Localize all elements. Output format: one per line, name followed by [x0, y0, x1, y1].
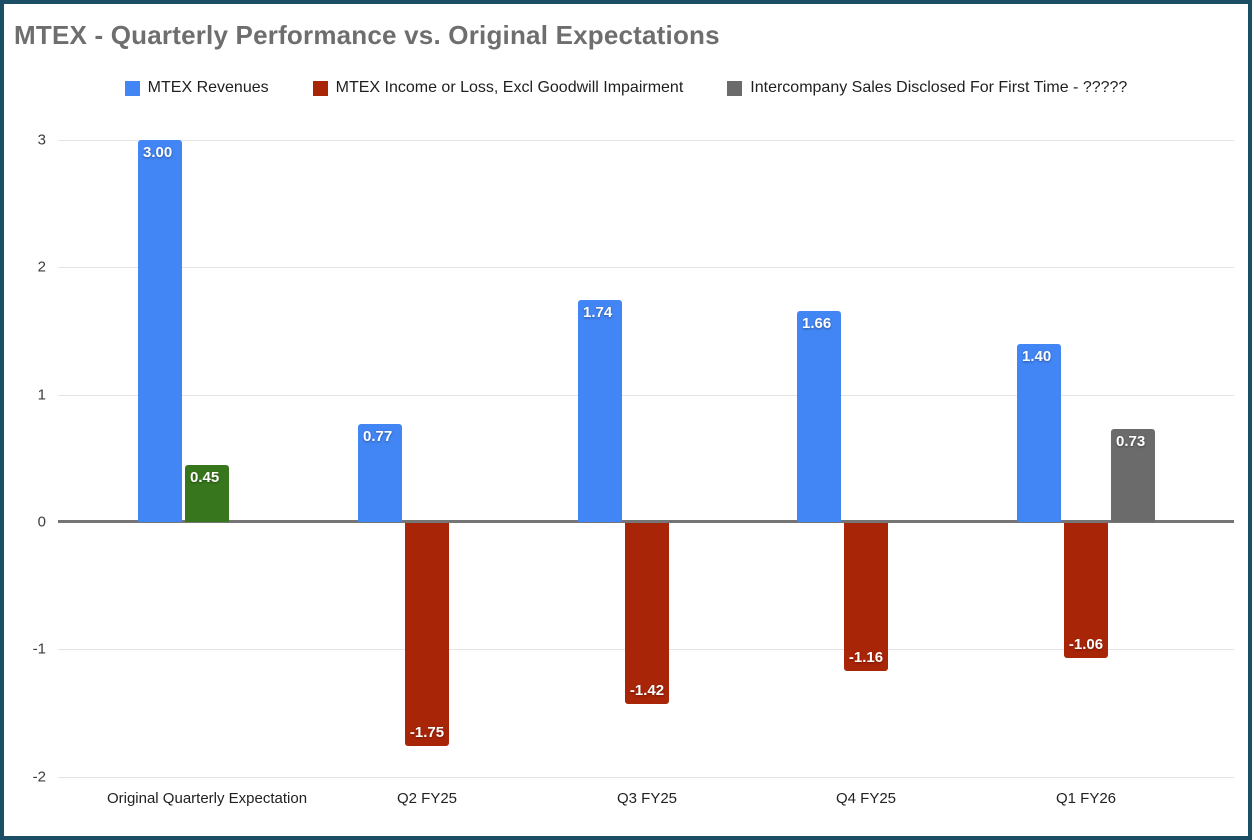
bar-value-label: -1.42 [629, 682, 665, 699]
legend-item-mtex-income[interactable]: MTEX Income or Loss, Excl Goodwill Impai… [312, 79, 684, 97]
bar-intercompany-sales-q1-fy26[interactable]: 0.73 [1111, 429, 1155, 522]
y-axis-tick-label: 2 [37, 258, 46, 276]
bar-mtex-revenues-q2-fy25[interactable]: 0.77 [358, 424, 402, 522]
x-axis-category-label-original-quarterly-expectation: Original Quarterly Expectation [106, 790, 308, 807]
bar-mtex-revenues-q4-fy25[interactable]: 1.66 [797, 311, 841, 522]
gridline-y-1 [58, 395, 1234, 396]
bar-value-label: 1.66 [802, 315, 832, 332]
zero-axis-line [58, 520, 1234, 523]
gridline-y--2 [58, 777, 1234, 778]
bar-value-label: 3.00 [143, 144, 173, 161]
y-axis-tick-label: 1 [37, 386, 46, 404]
x-axis-category-label-q4-fy25: Q4 FY25 [835, 790, 897, 807]
x-axis-category-label-q3-fy25: Q3 FY25 [616, 790, 678, 807]
bar-mtex-revenues-original-quarterly-expectation[interactable]: 3.00 [138, 140, 182, 522]
bar-mtex-income-original-quarterly-expectation[interactable]: 0.45 [185, 465, 229, 522]
legend-swatch-icon [124, 80, 140, 96]
bar-value-label: 0.77 [363, 428, 393, 445]
bar-value-label: -1.16 [848, 649, 884, 666]
gridline-y-3 [58, 140, 1234, 141]
bar-mtex-income-q2-fy25[interactable]: -1.75 [405, 523, 449, 746]
legend-label: MTEX Revenues [147, 79, 269, 96]
legend-label: Intercompany Sales Disclosed For First T… [750, 79, 1128, 96]
y-axis-tick-label: 0 [37, 513, 46, 531]
bar-value-label: 0.45 [190, 469, 220, 486]
chart-legend: MTEX Revenues MTEX Income or Loss, Excl G… [0, 79, 1252, 97]
y-axis-tick-label: -2 [32, 768, 46, 786]
bar-value-label: 0.73 [1116, 433, 1146, 450]
bar-value-label: 1.40 [1022, 348, 1052, 365]
x-axis-category-label-q1-fy26: Q1 FY26 [1055, 790, 1117, 807]
bar-mtex-revenues-q1-fy26[interactable]: 1.40 [1017, 344, 1061, 522]
bar-mtex-income-q1-fy26[interactable]: -1.06 [1064, 523, 1108, 658]
y-axis-tick-label: 3 [37, 131, 46, 149]
legend-swatch-icon [727, 80, 743, 96]
legend-swatch-icon [312, 80, 328, 96]
bar-value-label: -1.06 [1068, 636, 1104, 653]
legend-item-mtex-revenues[interactable]: MTEX Revenues [124, 79, 269, 97]
bar-mtex-income-q4-fy25[interactable]: -1.16 [844, 523, 888, 671]
legend-item-intercompany-sales[interactable]: Intercompany Sales Disclosed For First T… [727, 79, 1127, 97]
bar-mtex-income-q3-fy25[interactable]: -1.42 [625, 523, 669, 704]
chart-title: MTEX - Quarterly Performance vs. Origina… [14, 20, 720, 50]
x-axis-category-label-q2-fy25: Q2 FY25 [396, 790, 458, 807]
bar-mtex-revenues-q3-fy25[interactable]: 1.74 [578, 300, 622, 522]
bar-value-label: -1.75 [409, 724, 445, 741]
legend-label: MTEX Income or Loss, Excl Goodwill Impai… [335, 79, 684, 96]
y-axis-tick-label: -1 [32, 640, 46, 658]
bar-value-label: 1.74 [583, 304, 613, 321]
gridline-y-2 [58, 267, 1234, 268]
